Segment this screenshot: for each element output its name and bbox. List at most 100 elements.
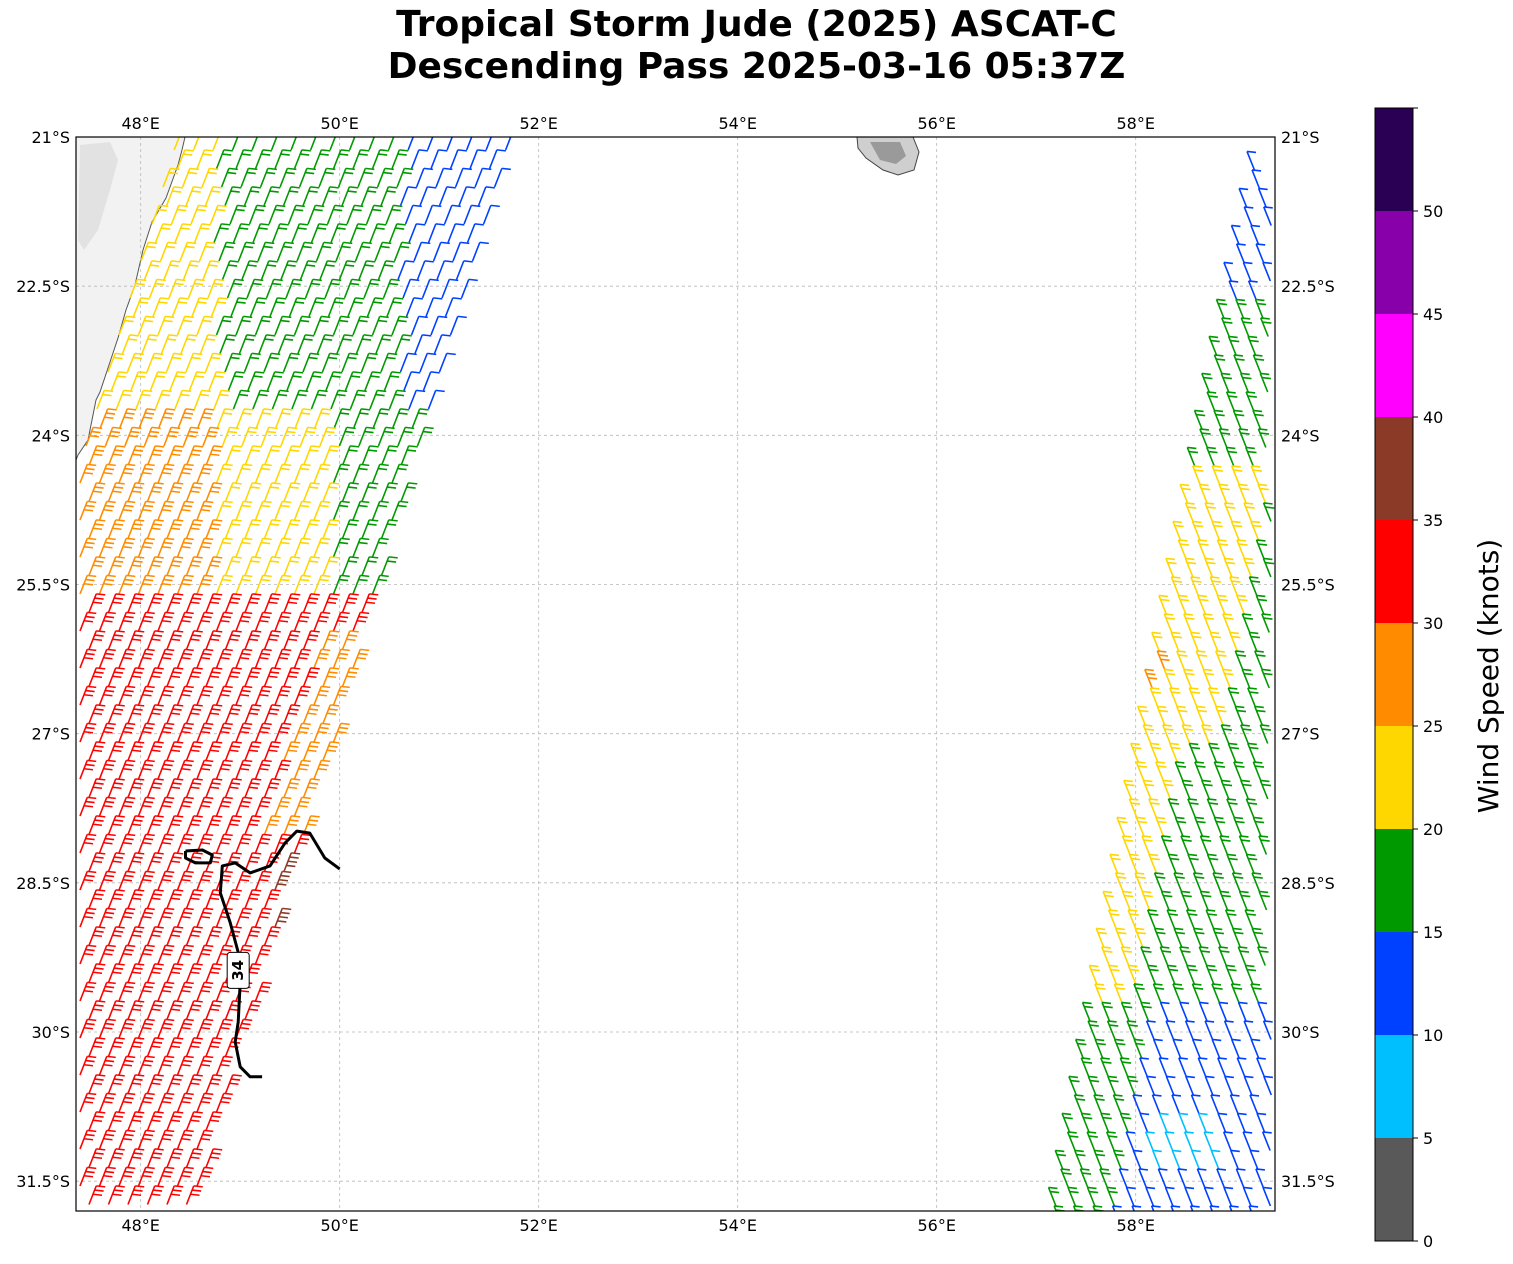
wind-barb xyxy=(1250,1038,1261,1059)
wind-barb xyxy=(146,667,164,687)
wind-barb xyxy=(157,759,175,780)
wind-barb xyxy=(88,630,106,650)
wind-barb xyxy=(271,389,289,410)
wind-barb xyxy=(118,648,136,669)
wind-barb xyxy=(235,463,253,484)
wind-barb xyxy=(98,796,116,817)
wind-barb xyxy=(127,1148,145,1168)
wind-barb xyxy=(1188,687,1201,707)
wind-barb xyxy=(1146,909,1159,929)
wind-barb xyxy=(1247,742,1259,763)
wind-barb xyxy=(283,445,301,465)
wind-barb xyxy=(174,389,192,410)
wind-barb xyxy=(166,741,184,761)
wind-barb xyxy=(263,593,281,613)
wind-barb xyxy=(368,137,384,151)
wind-barb xyxy=(326,204,344,225)
wind-barb xyxy=(1138,1168,1148,1188)
wind-barb xyxy=(305,371,323,391)
wind-barb xyxy=(1203,1131,1214,1151)
lon-tick-label-top: 52°E xyxy=(519,114,557,133)
wind-barb xyxy=(1140,946,1152,966)
wind-barb xyxy=(443,204,461,225)
lon-tick-label-bottom: 54°E xyxy=(718,1216,756,1235)
wind-barb xyxy=(299,426,317,447)
wind-barb xyxy=(210,297,228,317)
wind-barb xyxy=(1242,1186,1253,1207)
wind-barb xyxy=(408,389,426,410)
wind-barb xyxy=(341,667,359,687)
wind-barb xyxy=(1172,983,1184,1003)
wind-barb xyxy=(322,630,340,650)
wind-barb xyxy=(299,260,317,280)
wind-barb xyxy=(158,408,176,428)
wind-barb xyxy=(244,778,262,798)
wind-barb xyxy=(232,389,250,410)
wind-barb xyxy=(1204,1020,1215,1040)
lat-tick-label-left: 31.5°S xyxy=(16,1172,70,1191)
wind-barb xyxy=(341,630,359,650)
wind-barb xyxy=(290,137,306,151)
wind-barb xyxy=(118,315,136,336)
wind-barb xyxy=(313,149,331,169)
wind-barb xyxy=(244,593,262,613)
wind-barb xyxy=(341,482,359,502)
wind-barb xyxy=(235,149,253,169)
wind-barb xyxy=(244,667,262,687)
wind-barb xyxy=(79,1092,97,1113)
wind-barb xyxy=(1211,983,1223,1003)
wind-barb xyxy=(1165,1075,1176,1096)
wind-barb xyxy=(98,574,116,595)
wind-barb xyxy=(173,137,189,151)
wind-barb xyxy=(404,204,422,225)
wind-barb xyxy=(1230,1149,1240,1170)
wind-barb xyxy=(185,186,203,206)
wind-barb xyxy=(107,778,125,798)
wind-barb xyxy=(98,870,116,891)
wind-barb xyxy=(1183,1131,1194,1151)
wind-barb xyxy=(157,1129,175,1150)
wind-barb xyxy=(157,463,175,484)
wind-barb xyxy=(1126,1020,1138,1040)
wind-barb xyxy=(1250,520,1262,541)
wind-barb xyxy=(1243,1020,1254,1040)
wind-barb xyxy=(1170,1205,1181,1211)
wind-barb xyxy=(381,445,399,465)
wind-barb xyxy=(196,685,214,706)
wind-barb xyxy=(387,137,404,151)
wind-barb xyxy=(1234,705,1247,726)
wind-barb xyxy=(137,315,155,336)
wind-barb xyxy=(294,408,312,428)
wind-barb xyxy=(115,389,133,410)
wind-barb xyxy=(302,741,320,761)
wind-barb xyxy=(1212,872,1224,892)
wind-barb xyxy=(1068,1075,1080,1096)
wind-barb xyxy=(438,352,456,373)
wind-barb xyxy=(369,223,387,243)
wind-barb xyxy=(96,389,114,410)
wind-barb xyxy=(166,667,184,687)
wind-barb xyxy=(449,315,467,336)
wind-barb xyxy=(221,260,239,280)
wind-barb xyxy=(127,741,145,761)
wind-barb xyxy=(348,137,365,151)
wind-barb xyxy=(399,352,417,373)
wind-barb xyxy=(1210,1149,1221,1170)
wind-barb xyxy=(1112,1094,1125,1114)
wind-barb xyxy=(88,519,106,539)
wind-barb xyxy=(1172,520,1184,541)
wind-barb xyxy=(1093,1094,1105,1114)
wind-barb xyxy=(176,537,194,558)
wind-barb xyxy=(263,556,281,576)
wind-barb xyxy=(1202,613,1215,633)
wind-barb xyxy=(361,593,379,613)
wind-barb xyxy=(244,1000,262,1020)
wind-barb xyxy=(176,1129,194,1150)
wind-barb xyxy=(1113,1038,1126,1059)
wind-barb xyxy=(190,204,208,225)
wind-barb xyxy=(166,852,184,872)
wind-barb xyxy=(165,186,183,206)
wind-barb xyxy=(1128,798,1141,818)
wind-barb xyxy=(88,482,106,502)
wind-barb xyxy=(1263,1075,1273,1096)
